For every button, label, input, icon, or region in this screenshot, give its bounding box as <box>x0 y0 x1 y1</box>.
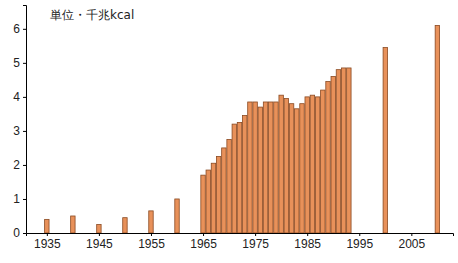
bar <box>383 48 387 233</box>
chart: 1935 1945 1955 1965 1975 1985 1995 2005 0 1 2 3 4 5 6 単… <box>0 0 458 263</box>
bar <box>279 95 283 233</box>
bar <box>300 104 304 233</box>
bars <box>45 25 440 233</box>
bar <box>310 95 314 233</box>
x-tick-label: 1995 <box>346 237 373 251</box>
x-tick-label: 1965 <box>190 237 217 251</box>
bar <box>258 107 262 233</box>
x-tick: 2005 <box>398 233 425 251</box>
bar <box>331 76 335 233</box>
y-tick-label: 4 <box>13 90 20 104</box>
bar <box>206 170 210 233</box>
x-axis: 1935 1945 1955 1965 1975 1985 1995 2005 <box>27 233 454 251</box>
bar <box>295 109 299 233</box>
y-tick: 2 <box>13 158 26 172</box>
bar <box>175 199 179 233</box>
x-tick: 1985 <box>294 233 321 251</box>
bar <box>237 122 241 233</box>
y-tick-mark <box>23 131 26 132</box>
bar <box>97 224 101 233</box>
y-tick-label: 0 <box>13 226 20 240</box>
y-tick-label: 1 <box>13 192 20 206</box>
bar <box>435 25 439 233</box>
bar <box>347 68 351 233</box>
bar <box>336 70 340 233</box>
y-tick-mark <box>23 199 26 200</box>
y-tick-mark <box>23 29 26 30</box>
y-tick: 5 <box>13 56 26 70</box>
x-tick: 1975 <box>242 233 269 251</box>
bar <box>201 175 205 233</box>
x-tick-label: 1985 <box>294 237 321 251</box>
y-tick-label: 3 <box>13 124 20 138</box>
bar <box>305 97 309 233</box>
bar <box>341 68 345 233</box>
bar <box>45 219 49 233</box>
bar <box>315 97 319 233</box>
unit-label: 単位・千兆kcal <box>50 8 134 22</box>
y-tick-label: 2 <box>13 158 20 172</box>
bar <box>242 116 246 233</box>
bar <box>232 124 236 233</box>
y-tick-mark <box>23 63 26 64</box>
bar <box>71 216 75 233</box>
bar <box>222 148 226 233</box>
y-tick-label: 5 <box>13 56 20 70</box>
x-tick-label: 1955 <box>138 237 165 251</box>
x-tick-label: 2005 <box>398 237 425 251</box>
bar <box>211 163 215 233</box>
bar <box>253 102 257 233</box>
x-tick: 1945 <box>86 233 113 251</box>
bar <box>149 211 153 233</box>
bar <box>248 102 252 233</box>
bar <box>227 139 231 233</box>
bar <box>216 156 220 233</box>
plot: 1935 1945 1955 1965 1975 1985 1995 2005 0 1 2 3 4 5 6 <box>13 6 453 251</box>
y-tick-mark <box>23 233 26 234</box>
y-tick: 0 <box>13 226 26 240</box>
bar <box>289 104 293 233</box>
bar <box>269 102 273 233</box>
x-tick-label: 1945 <box>86 237 113 251</box>
x-tick: 1995 <box>346 233 373 251</box>
x-tick-label: 1975 <box>242 237 269 251</box>
y-axis: 0 1 2 3 4 5 6 <box>13 6 26 241</box>
bar <box>123 218 127 233</box>
y-tick: 1 <box>13 192 26 206</box>
y-tick: 3 <box>13 124 26 138</box>
x-tick: 1935 <box>34 233 61 251</box>
y-tick-mark <box>23 165 26 166</box>
x-tick: 1955 <box>138 233 165 251</box>
bar <box>284 99 288 233</box>
y-tick: 4 <box>13 90 26 104</box>
x-tick-label: 1935 <box>34 237 61 251</box>
y-tick-mark <box>23 97 26 98</box>
bar <box>321 90 325 233</box>
y-axis-line <box>23 6 27 234</box>
x-tick: 1965 <box>190 233 217 251</box>
bar <box>274 102 278 233</box>
y-tick-label: 6 <box>13 22 20 36</box>
y-tick: 6 <box>13 22 26 36</box>
bar <box>326 82 330 233</box>
bar <box>263 102 267 233</box>
